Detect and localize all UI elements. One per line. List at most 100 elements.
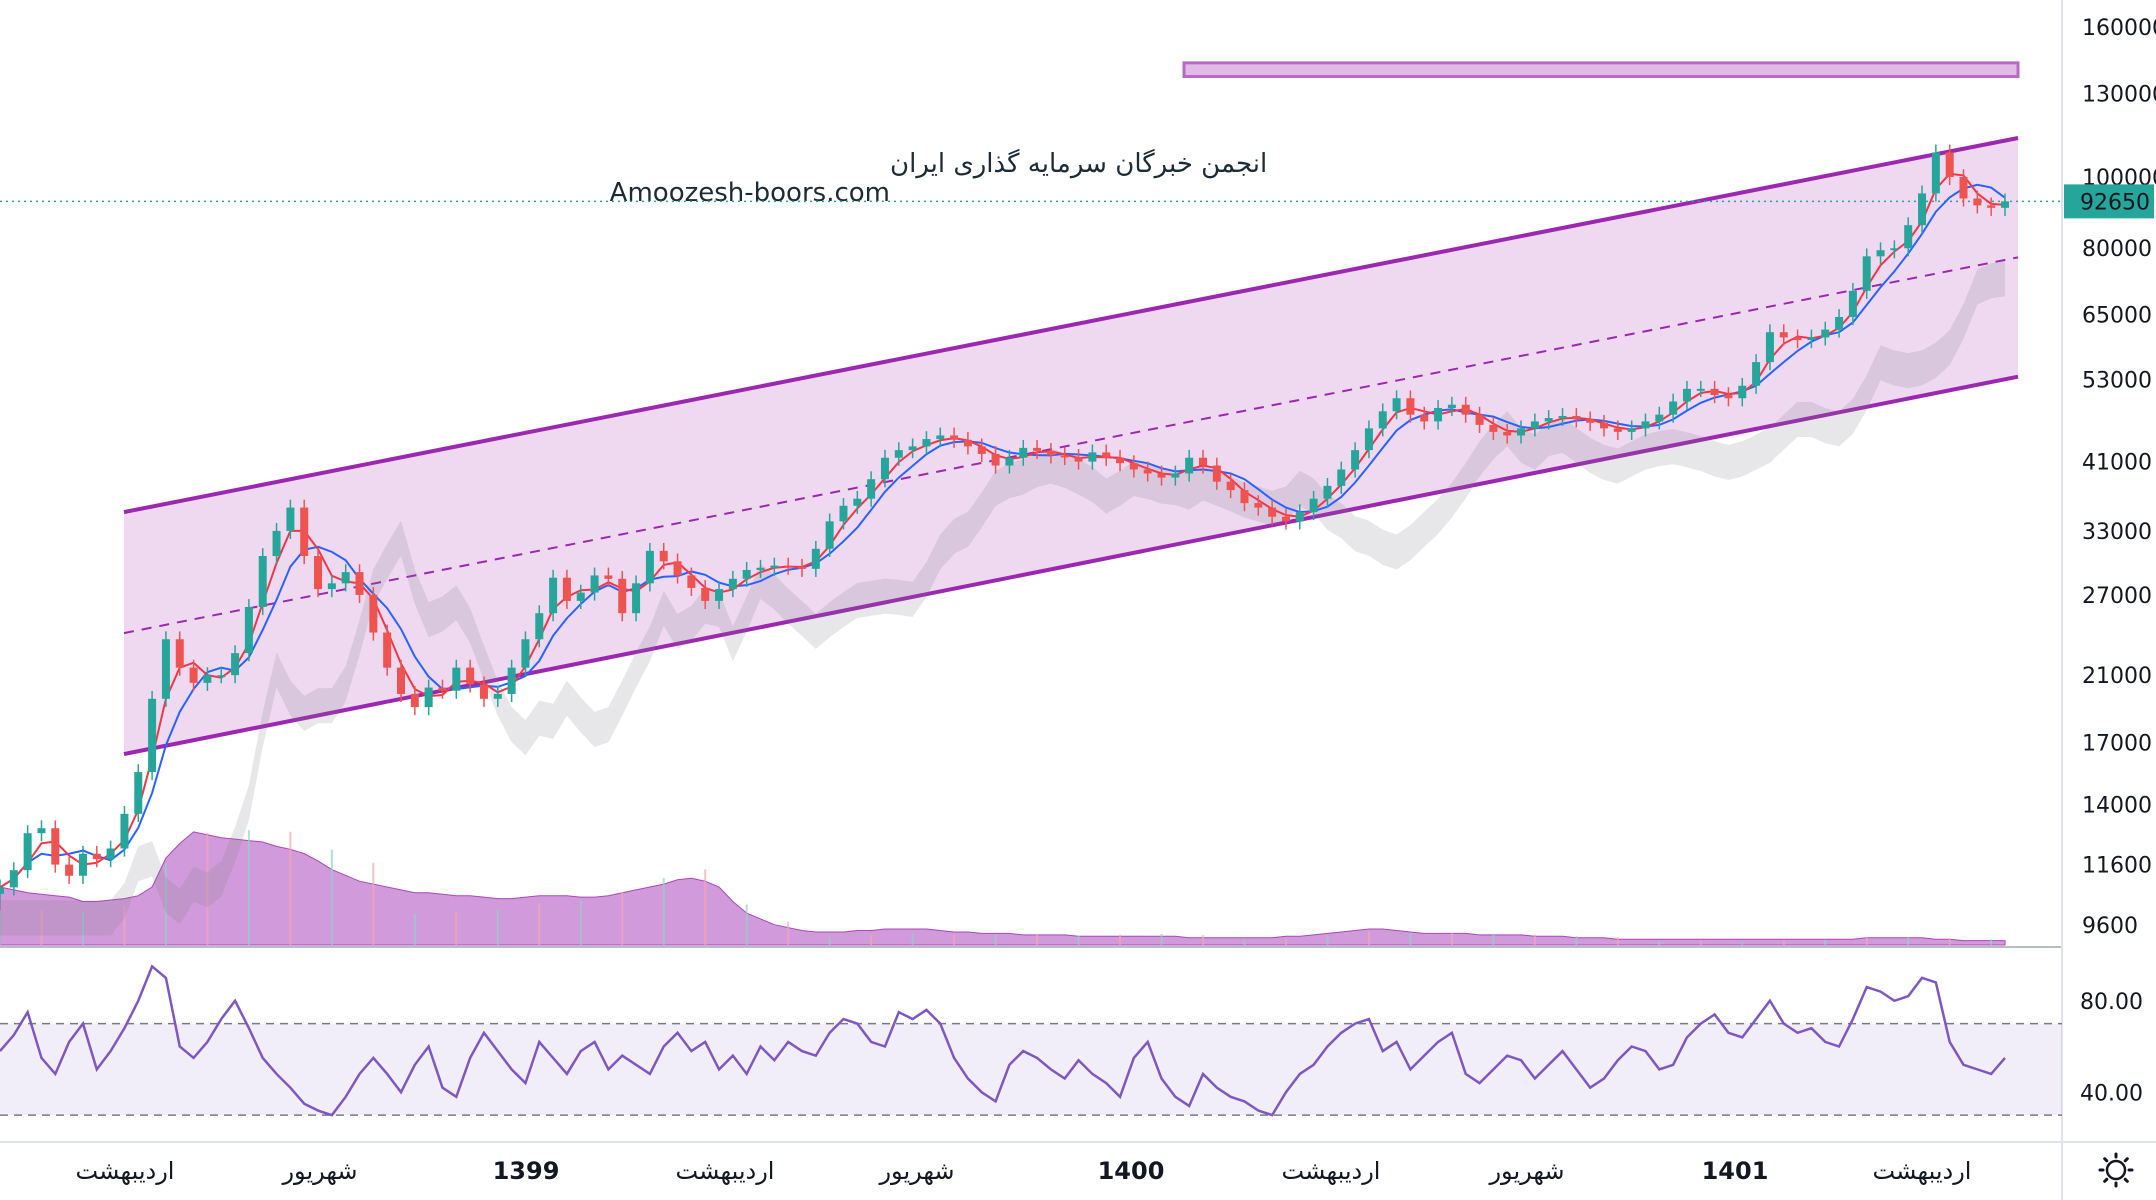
candle-body xyxy=(604,575,613,579)
channel-fill xyxy=(124,138,2018,755)
candle-body xyxy=(632,583,641,614)
candle-body xyxy=(1212,465,1221,482)
candle-body xyxy=(1420,414,1429,422)
candle-body xyxy=(1627,428,1636,432)
candle-body xyxy=(244,606,253,654)
candle-body xyxy=(1129,463,1138,470)
candle-body xyxy=(92,853,101,860)
volume-histogram xyxy=(0,830,2006,946)
candle-body xyxy=(1434,407,1443,422)
candle-body xyxy=(1351,450,1360,470)
candle-body xyxy=(1862,256,1871,291)
candle-body xyxy=(397,667,405,694)
rsi-tick-label: 80.00 xyxy=(2080,990,2143,1015)
candle-body xyxy=(1060,455,1069,458)
candle-body xyxy=(1779,332,1788,338)
candle-body xyxy=(9,870,18,888)
candle-body xyxy=(65,864,74,876)
candle-body xyxy=(950,435,959,440)
candle-body xyxy=(23,833,32,871)
time-tick-label: اردیبهشت xyxy=(676,1157,775,1185)
candle-body xyxy=(1710,388,1719,396)
candle-body xyxy=(798,566,806,569)
price-tick-label: 160000 xyxy=(2082,16,2156,41)
candle-body xyxy=(1019,447,1028,458)
price-tick-label: 65000 xyxy=(2082,304,2152,329)
time-tick-label: اردیبهشت xyxy=(76,1157,175,1185)
candle-body xyxy=(936,435,945,440)
candle-body xyxy=(410,693,419,708)
candle-body xyxy=(867,479,876,499)
candle-body xyxy=(1793,337,1802,341)
price-tick-label: 53000 xyxy=(2082,369,2152,394)
rsi-axis[interactable]: 80.00 40.00 xyxy=(2080,990,2143,1107)
time-tick-label: اردیبهشت xyxy=(1873,1157,1972,1185)
candle-body xyxy=(1586,419,1595,423)
candle-body xyxy=(175,639,184,668)
volume-area xyxy=(0,831,2006,946)
candle-body xyxy=(1268,507,1277,517)
price-tick-label: 33000 xyxy=(2082,520,2152,545)
candle-body xyxy=(1323,485,1332,499)
candle-body xyxy=(1752,362,1761,386)
candle-body xyxy=(1613,428,1622,432)
candle-body xyxy=(1558,415,1567,419)
candle-body xyxy=(742,569,751,579)
time-tick-label: شهریور xyxy=(1488,1157,1564,1185)
candle-body xyxy=(1931,152,1940,194)
candle-body xyxy=(922,439,931,447)
candle-body xyxy=(1226,481,1235,491)
candle-body xyxy=(300,507,309,557)
candle-body xyxy=(1600,422,1608,429)
candle-body xyxy=(1461,404,1470,415)
candle-body xyxy=(770,565,779,568)
candle-body xyxy=(1337,469,1346,486)
candle-body xyxy=(1143,469,1152,474)
rsi-line xyxy=(0,964,2006,1117)
price-tick-label: 41000 xyxy=(2082,451,2152,476)
last-price-badge xyxy=(2064,184,2154,219)
candle-body xyxy=(521,639,530,668)
candle-body xyxy=(1544,418,1553,422)
price-axis[interactable]: 1600001300001000008000065000530004100033… xyxy=(2082,16,2156,939)
candle-body xyxy=(341,572,350,584)
time-tick-label: اردیبهشت xyxy=(1282,1157,1381,1185)
candle-body xyxy=(1876,250,1885,257)
candle-body xyxy=(715,589,724,601)
candle-body xyxy=(963,439,972,447)
candle-body xyxy=(1240,490,1249,504)
time-axis[interactable]: اردیبهشت شهریور 1399 اردیبهشت شهریور 1400 اردی… xyxy=(76,1157,1972,1185)
candle-body xyxy=(1682,388,1691,402)
candle-body xyxy=(1033,447,1042,451)
price-tick-label: 27000 xyxy=(2082,584,2152,609)
candle-body xyxy=(203,675,212,683)
price-tick-label: 14000 xyxy=(2082,794,2152,819)
candle-body xyxy=(1475,414,1484,425)
candle-body xyxy=(106,848,115,860)
settings-gear-icon[interactable] xyxy=(2098,1152,2134,1188)
candle-body xyxy=(784,565,793,568)
price-tick-label: 17000 xyxy=(2082,732,2152,757)
candle-body xyxy=(286,507,295,531)
rsi-pane xyxy=(0,964,2062,1117)
candle-body xyxy=(1185,457,1194,474)
candle-body xyxy=(687,575,696,588)
candle-body xyxy=(673,561,682,576)
candle-body xyxy=(314,556,323,590)
candle-body xyxy=(1517,428,1526,436)
time-tick-label: 1400 xyxy=(1098,1157,1165,1185)
candle-body xyxy=(1295,512,1304,522)
candle-body xyxy=(1835,316,1844,330)
candle-body xyxy=(894,450,903,458)
candle-body xyxy=(1406,398,1415,415)
candle-body xyxy=(1973,198,1982,206)
candle-body xyxy=(839,505,848,522)
candle-body xyxy=(507,667,516,694)
candle-body xyxy=(1848,290,1857,317)
candle-body xyxy=(189,667,198,683)
candle-body xyxy=(880,457,889,480)
candle-body xyxy=(756,567,765,570)
candle-body xyxy=(1821,329,1830,338)
candle-body xyxy=(1392,398,1401,412)
